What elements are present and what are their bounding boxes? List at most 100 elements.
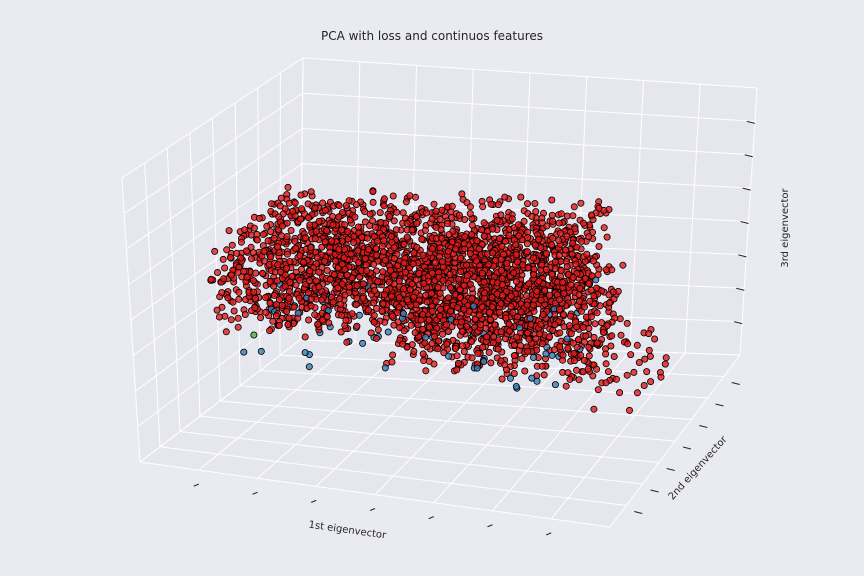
scatter-point-series-1 — [257, 347, 265, 355]
scatter-point-series-0 — [586, 297, 594, 305]
scatter-point-series-0 — [556, 229, 564, 237]
scatter-point-series-0 — [518, 355, 526, 363]
scatter-point-series-0 — [458, 190, 466, 198]
scatter-point-series-0 — [439, 330, 447, 338]
scatter-point-series-0 — [359, 294, 367, 302]
scatter-point-series-1 — [530, 353, 538, 361]
scatter-point-series-0 — [430, 332, 438, 340]
scatter-point-series-0 — [425, 323, 433, 331]
scatter-point-series-0 — [428, 215, 436, 223]
scatter-point-series-0 — [392, 226, 400, 234]
scatter-point-series-0 — [567, 312, 575, 320]
scatter-point-series-0 — [555, 251, 563, 259]
scatter-point-series-0 — [432, 297, 440, 305]
scatter-point-series-0 — [527, 320, 535, 328]
scatter-point-series-0 — [510, 369, 518, 377]
scatter-point-series-0 — [490, 333, 498, 341]
scatter-point-series-0 — [603, 233, 611, 241]
scatter-point-series-0 — [221, 264, 229, 272]
scatter-point-series-0 — [434, 345, 442, 353]
scatter-point-series-0 — [390, 271, 398, 279]
scatter-point-series-0 — [428, 269, 436, 277]
scatter-point-series-0 — [297, 265, 305, 273]
scatter-point-series-0 — [602, 266, 610, 274]
scatter-point-series-0 — [453, 352, 461, 360]
scatter-point-series-0 — [559, 278, 567, 286]
scatter-point-series-0 — [537, 320, 545, 328]
scatter-point-series-0 — [474, 349, 482, 357]
scatter-point-series-0 — [413, 212, 421, 220]
scatter-point-series-0 — [321, 257, 329, 265]
scatter-point-series-0 — [624, 340, 632, 348]
scatter-point-series-0 — [422, 291, 430, 299]
scatter-point-series-0 — [353, 322, 361, 330]
scatter-point-series-0 — [342, 201, 350, 209]
scatter-point-series-0 — [412, 301, 420, 309]
scatter-point-series-0 — [564, 344, 572, 352]
grid-line — [739, 87, 758, 356]
scatter-point-series-0 — [466, 249, 474, 257]
scatter-point-series-0 — [284, 183, 292, 191]
scatter-point-series-0 — [551, 258, 559, 266]
scatter-point-series-0 — [378, 307, 386, 315]
scatter-point-series-0 — [610, 352, 618, 360]
scatter-point-series-0 — [343, 271, 351, 279]
scatter-point-series-0 — [468, 230, 476, 238]
scatter-point-series-0 — [403, 233, 411, 241]
scatter-point-series-0 — [562, 246, 570, 254]
scatter-point-series-0 — [335, 213, 343, 221]
axis-ticks — [193, 120, 755, 536]
scatter-point-series-0 — [498, 275, 506, 283]
grid-line — [123, 92, 303, 214]
scatter-point-series-0 — [460, 348, 468, 356]
scatter-point-series-0 — [458, 342, 466, 350]
scatter-point-series-0 — [478, 303, 486, 311]
scatter-point-series-0 — [422, 367, 430, 375]
y-axis-label: 2nd eigenvector — [667, 434, 730, 503]
scatter-point-series-0 — [233, 249, 241, 257]
scatter-point-series-0 — [311, 311, 319, 319]
scatter-point-series-0 — [406, 192, 414, 200]
scatter-point-series-0 — [468, 354, 476, 362]
scatter-point-series-0 — [267, 253, 275, 261]
scatter-point-series-0 — [455, 275, 463, 283]
grid-line — [684, 84, 701, 354]
scatter-point-series-0 — [432, 223, 440, 231]
scatter-point-series-0 — [394, 262, 402, 270]
grid-line — [234, 102, 241, 386]
scatter-point-series-0 — [473, 257, 481, 265]
scatter-point-series-0 — [267, 200, 275, 208]
grid-line — [301, 163, 751, 189]
scatter-point-series-0 — [395, 303, 403, 311]
scatter-point-series-0 — [323, 266, 331, 274]
scatter-point-series-0 — [537, 296, 545, 304]
scatter-point-series-0 — [479, 343, 487, 351]
scatter-point-series-0 — [389, 192, 397, 200]
scatter-point-series-1 — [301, 349, 309, 357]
scatter-point-series-0 — [436, 305, 444, 313]
scatter-point-series-0 — [315, 283, 323, 291]
scatter-point-series-0 — [568, 250, 576, 258]
scatter-point-series-0 — [342, 316, 350, 324]
scatter-point-series-0 — [580, 356, 588, 364]
scatter-point-series-0 — [560, 289, 568, 297]
scatter-point-series-0 — [478, 269, 486, 277]
scatter-point-series-0 — [566, 375, 574, 383]
scatter-point-series-0 — [497, 267, 505, 275]
scatter-point-series-0 — [623, 319, 631, 327]
scatter-point-series-0 — [423, 298, 431, 306]
scatter-point-series-0 — [378, 242, 386, 250]
scatter-point-series-1 — [563, 335, 571, 343]
scatter-point-series-0 — [461, 215, 469, 223]
scatter-point-series-0 — [329, 221, 337, 229]
scatter-point-series-0 — [575, 335, 583, 343]
grid-line — [259, 370, 708, 399]
scatter-point-series-0 — [286, 257, 294, 265]
scatter-point-series-0 — [495, 235, 503, 243]
scatter-point-series-0 — [633, 341, 641, 349]
scatter-point-series-1 — [526, 314, 534, 322]
scatter-point-series-0 — [523, 301, 531, 309]
grid-line — [239, 385, 692, 420]
scatter-point-series-0 — [590, 292, 598, 300]
scatter-point-series-0 — [580, 338, 588, 346]
